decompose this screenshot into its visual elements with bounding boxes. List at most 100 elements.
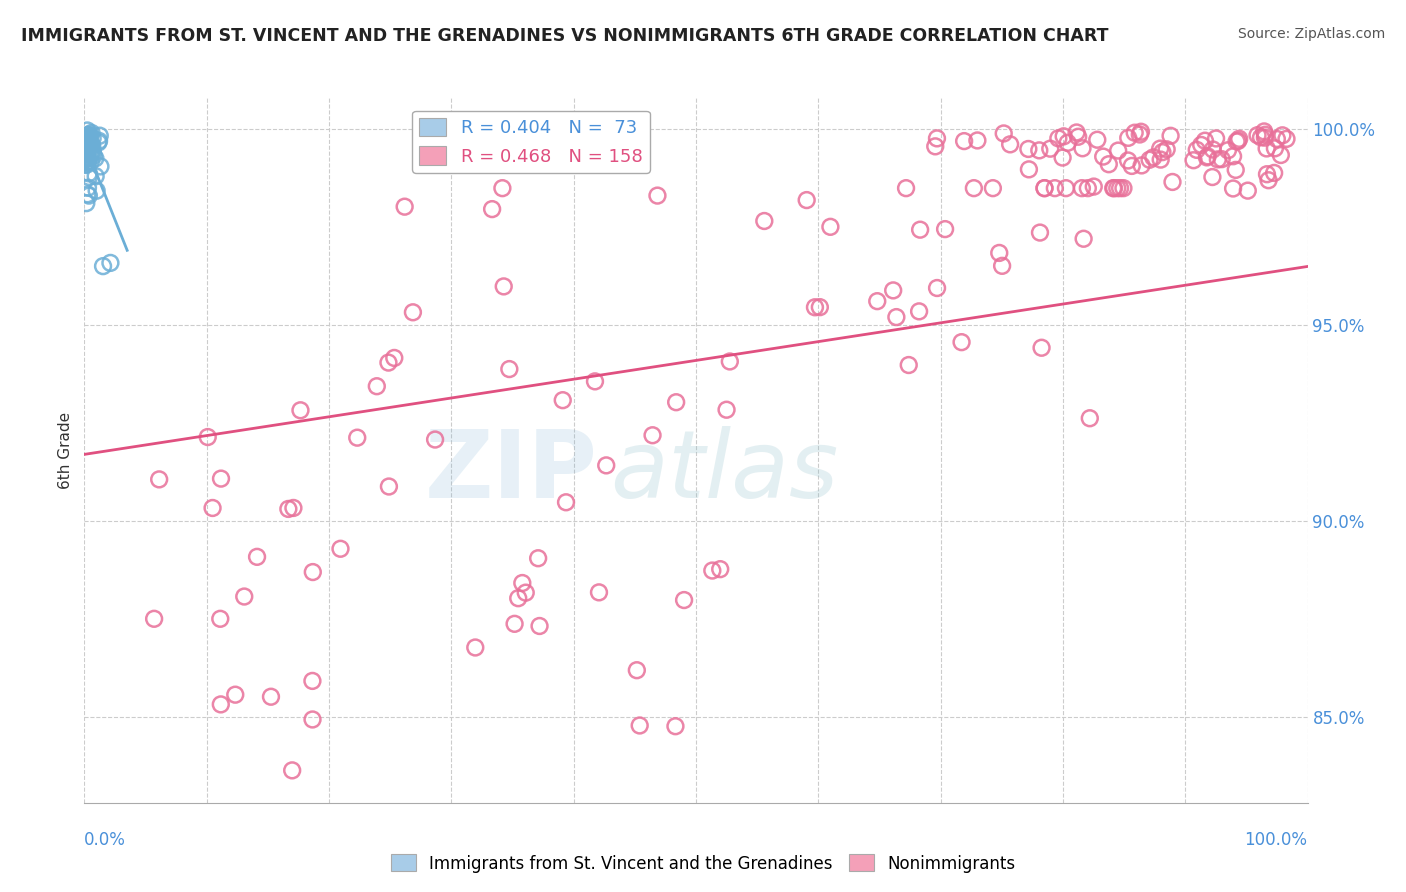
Point xyxy=(866,294,889,309)
Point xyxy=(75,149,97,163)
Point xyxy=(82,131,104,145)
Point xyxy=(796,193,818,207)
Point xyxy=(804,300,827,314)
Point xyxy=(754,214,776,228)
Point xyxy=(1033,181,1056,195)
Point xyxy=(908,304,931,318)
Point xyxy=(953,134,976,148)
Point xyxy=(1263,166,1285,180)
Point xyxy=(647,188,669,202)
Point xyxy=(1102,181,1125,195)
Point xyxy=(491,181,513,195)
Point xyxy=(1130,125,1153,139)
Point xyxy=(1264,141,1286,155)
Point xyxy=(1109,181,1132,195)
Point xyxy=(886,310,908,324)
Point xyxy=(197,430,219,444)
Point xyxy=(464,640,486,655)
Point xyxy=(77,180,100,194)
Text: atlas: atlas xyxy=(610,426,838,517)
Point xyxy=(1102,181,1125,195)
Point xyxy=(498,362,520,376)
Point xyxy=(75,132,97,146)
Text: 100.0%: 100.0% xyxy=(1244,831,1308,849)
Point xyxy=(79,128,101,143)
Point xyxy=(988,246,1011,260)
Point xyxy=(1206,153,1229,167)
Point xyxy=(75,196,97,211)
Point xyxy=(76,128,98,143)
Point xyxy=(991,259,1014,273)
Point xyxy=(143,612,166,626)
Point xyxy=(1116,131,1139,145)
Point xyxy=(1092,150,1115,164)
Point xyxy=(77,188,100,202)
Point xyxy=(76,152,98,166)
Point xyxy=(301,713,323,727)
Point xyxy=(77,169,100,184)
Point xyxy=(1130,158,1153,172)
Point xyxy=(1139,153,1161,167)
Point xyxy=(77,136,100,150)
Point xyxy=(1270,148,1292,162)
Point xyxy=(718,354,741,368)
Point xyxy=(79,130,101,145)
Point xyxy=(76,151,98,165)
Point xyxy=(1077,181,1099,195)
Point xyxy=(277,502,299,516)
Point xyxy=(73,147,96,161)
Point xyxy=(1142,150,1164,164)
Point xyxy=(894,181,917,195)
Point xyxy=(382,351,405,365)
Point xyxy=(76,155,98,169)
Point xyxy=(641,428,664,442)
Point xyxy=(82,145,104,160)
Point xyxy=(76,141,98,155)
Point xyxy=(626,663,648,677)
Point xyxy=(1149,142,1171,156)
Point xyxy=(924,139,946,153)
Point xyxy=(555,495,578,509)
Point xyxy=(1071,141,1094,155)
Point xyxy=(80,126,103,140)
Point xyxy=(588,585,610,599)
Point xyxy=(966,133,988,147)
Point xyxy=(1225,134,1247,148)
Point xyxy=(76,143,98,157)
Point xyxy=(1194,134,1216,148)
Point xyxy=(1271,128,1294,143)
Point xyxy=(283,500,305,515)
Point xyxy=(73,136,96,150)
Point xyxy=(73,133,96,147)
Point xyxy=(79,128,101,142)
Point xyxy=(209,612,232,626)
Point xyxy=(75,130,97,145)
Point xyxy=(366,379,388,393)
Point xyxy=(402,305,425,319)
Point xyxy=(100,256,122,270)
Text: 0.0%: 0.0% xyxy=(84,831,127,849)
Point xyxy=(209,698,232,712)
Point xyxy=(595,458,617,473)
Point xyxy=(73,132,96,146)
Point xyxy=(1043,181,1066,195)
Point xyxy=(75,147,97,161)
Point xyxy=(508,591,530,606)
Point xyxy=(1054,181,1077,195)
Point xyxy=(73,138,96,153)
Point xyxy=(702,564,724,578)
Y-axis label: 6th Grade: 6th Grade xyxy=(58,412,73,489)
Point xyxy=(1018,162,1040,177)
Point xyxy=(1253,124,1275,138)
Point xyxy=(1112,181,1135,195)
Point xyxy=(77,131,100,145)
Point xyxy=(73,158,96,172)
Point xyxy=(1070,181,1092,195)
Point xyxy=(377,355,399,369)
Point xyxy=(1116,153,1139,168)
Point xyxy=(201,500,224,515)
Point xyxy=(1056,136,1078,150)
Point xyxy=(515,585,537,599)
Point xyxy=(665,395,688,409)
Point xyxy=(503,616,526,631)
